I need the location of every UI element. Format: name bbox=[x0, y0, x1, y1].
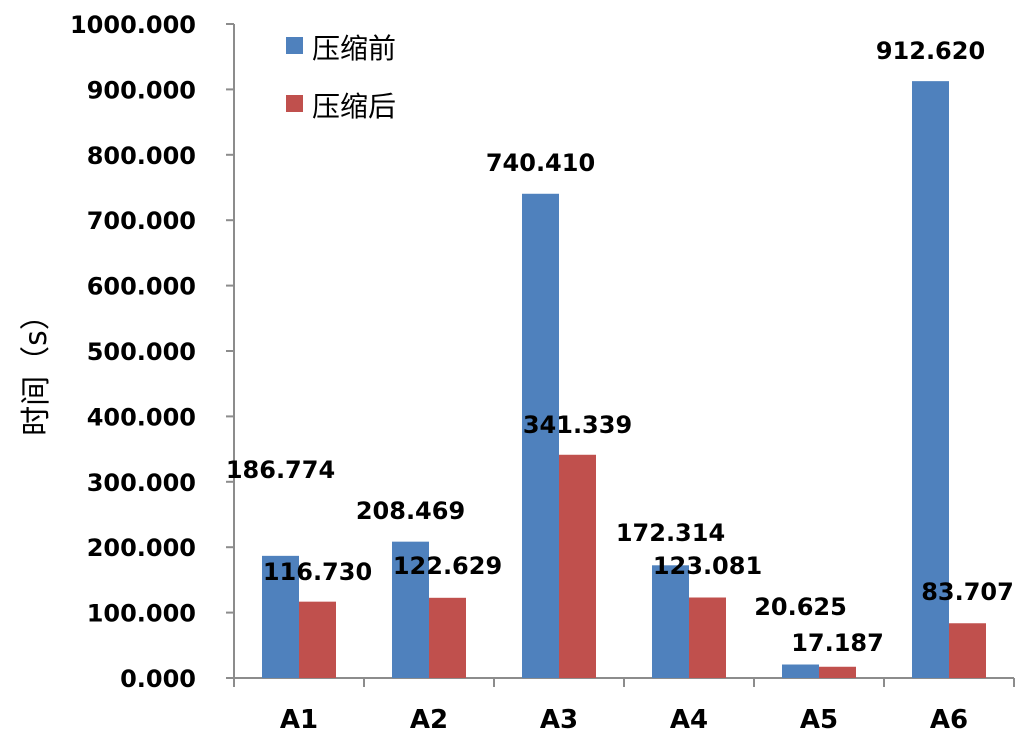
y-tick-label: 900.000 bbox=[87, 76, 196, 104]
bar-A1-series-2 bbox=[299, 601, 336, 678]
y-axis-title-group: 时间（s） bbox=[19, 300, 54, 436]
x-tick-label: A6 bbox=[930, 705, 968, 735]
x-axis-labels: A1 A2 A3 A4 A5 A6 bbox=[280, 705, 968, 735]
y-tick-label: 700.000 bbox=[87, 207, 196, 235]
data-label-A6-series-2: 83.707 bbox=[921, 578, 1014, 606]
bar-A4-series-2 bbox=[689, 597, 726, 678]
bars bbox=[262, 81, 986, 679]
bar-A6-series-2 bbox=[949, 623, 986, 678]
x-tick-label: A5 bbox=[800, 705, 838, 735]
legend-swatch-series-2 bbox=[286, 95, 303, 112]
y-tick-label: 300.000 bbox=[87, 469, 196, 497]
x-tick-label: A2 bbox=[410, 705, 448, 735]
bar-A3-series-2 bbox=[559, 454, 596, 678]
data-label-A2-series-1: 208.469 bbox=[356, 497, 465, 525]
bar-A2-series-2 bbox=[429, 597, 466, 678]
data-label-A5-series-1: 20.625 bbox=[754, 593, 847, 621]
bar-A4-series-1 bbox=[652, 565, 689, 678]
y-tick-label: 600.000 bbox=[87, 273, 196, 301]
bar-A2-series-1 bbox=[392, 541, 429, 678]
data-label-A1-series-2: 116.730 bbox=[263, 558, 372, 586]
data-label-A2-series-2: 122.629 bbox=[393, 552, 502, 580]
bar-A5-series-1 bbox=[782, 664, 819, 678]
y-tick-label: 500.000 bbox=[87, 338, 196, 366]
bar-A1-series-1 bbox=[262, 555, 299, 678]
data-label-A3-series-2: 341.339 bbox=[523, 411, 632, 439]
data-label-A3-series-1: 740.410 bbox=[486, 149, 595, 177]
y-axis-ticks: 0.000 100.000 200.000 300.000 400.000 500.000… bbox=[70, 11, 234, 693]
y-tick-label: 400.000 bbox=[87, 403, 196, 431]
data-label-A4-series-1: 172.314 bbox=[616, 519, 725, 547]
y-tick-label: 1000.000 bbox=[70, 11, 196, 39]
bar-A3-series-1 bbox=[522, 193, 559, 679]
y-tick-label: 800.000 bbox=[87, 142, 196, 170]
x-tick-label: A3 bbox=[540, 705, 578, 735]
data-label-A1-series-1: 186.774 bbox=[226, 456, 335, 484]
data-label-A5-series-2: 17.187 bbox=[791, 629, 884, 657]
y-tick-label: 200.000 bbox=[87, 534, 196, 562]
bar-A5-series-2 bbox=[819, 666, 856, 678]
legend-label-series-1: 压缩前 bbox=[312, 32, 396, 65]
bar-A6-series-1 bbox=[912, 81, 949, 678]
x-tick-label: A4 bbox=[670, 705, 708, 735]
y-tick-label: 0.000 bbox=[120, 665, 196, 693]
x-tick-label: A1 bbox=[280, 705, 318, 735]
y-tick-label: 100.000 bbox=[87, 600, 196, 628]
legend-label-series-2: 压缩后 bbox=[312, 90, 396, 123]
data-label-A6-series-1: 912.620 bbox=[876, 37, 985, 65]
legend-swatch-series-1 bbox=[286, 37, 303, 54]
data-labels: 186.774 116.730 208.469 122.629 740.410 341.3… bbox=[226, 37, 1014, 657]
data-label-A4-series-2: 123.081 bbox=[653, 552, 762, 580]
y-axis-title: 时间（s） bbox=[19, 300, 54, 436]
axes bbox=[233, 24, 1015, 687]
